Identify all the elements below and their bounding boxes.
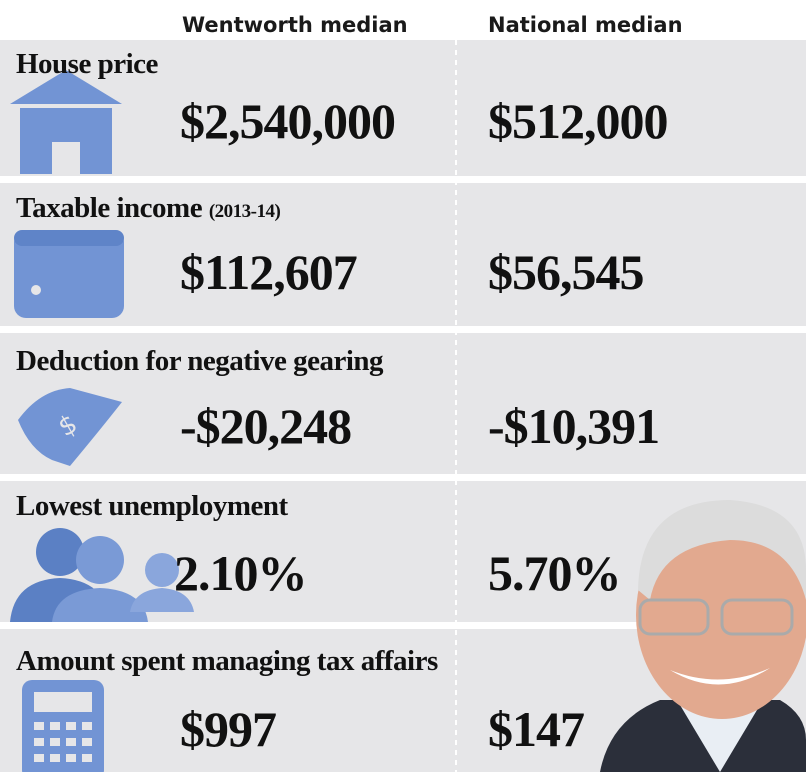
row-label: Lowest unemployment xyxy=(16,490,288,522)
row-label: House price xyxy=(16,48,159,80)
national-value: 5.70% xyxy=(488,545,621,601)
house-icon xyxy=(10,70,122,174)
header-band xyxy=(0,0,806,40)
wallet-icon xyxy=(14,230,124,318)
row-label-text: Taxable income xyxy=(16,192,203,224)
national-value: $147 xyxy=(488,701,584,757)
wentworth-value: $112,607 xyxy=(180,244,357,300)
national-value: $512,000 xyxy=(488,93,668,149)
people-icon xyxy=(10,528,194,622)
wentworth-value: $2,540,000 xyxy=(180,93,395,149)
wentworth-value: 2.10% xyxy=(174,545,307,601)
row-label: Amount spent managing tax affairs xyxy=(16,645,438,677)
row-note: (2013-14) xyxy=(209,201,281,222)
portrait xyxy=(600,500,806,772)
national-value: $56,545 xyxy=(488,244,644,300)
column-header: Wentworth median xyxy=(182,13,408,37)
wentworth-value: -$20,248 xyxy=(180,398,351,454)
row-label: Deduction for negative gearing xyxy=(16,345,384,377)
wentworth-value: $997 xyxy=(180,701,276,757)
money-icon: $ xyxy=(18,388,122,466)
row-label: Taxable income (2013-14) xyxy=(16,192,280,224)
national-value: -$10,391 xyxy=(488,398,659,454)
calculator-icon xyxy=(22,680,104,772)
column-header: National median xyxy=(488,13,683,37)
row-separators xyxy=(0,176,806,629)
